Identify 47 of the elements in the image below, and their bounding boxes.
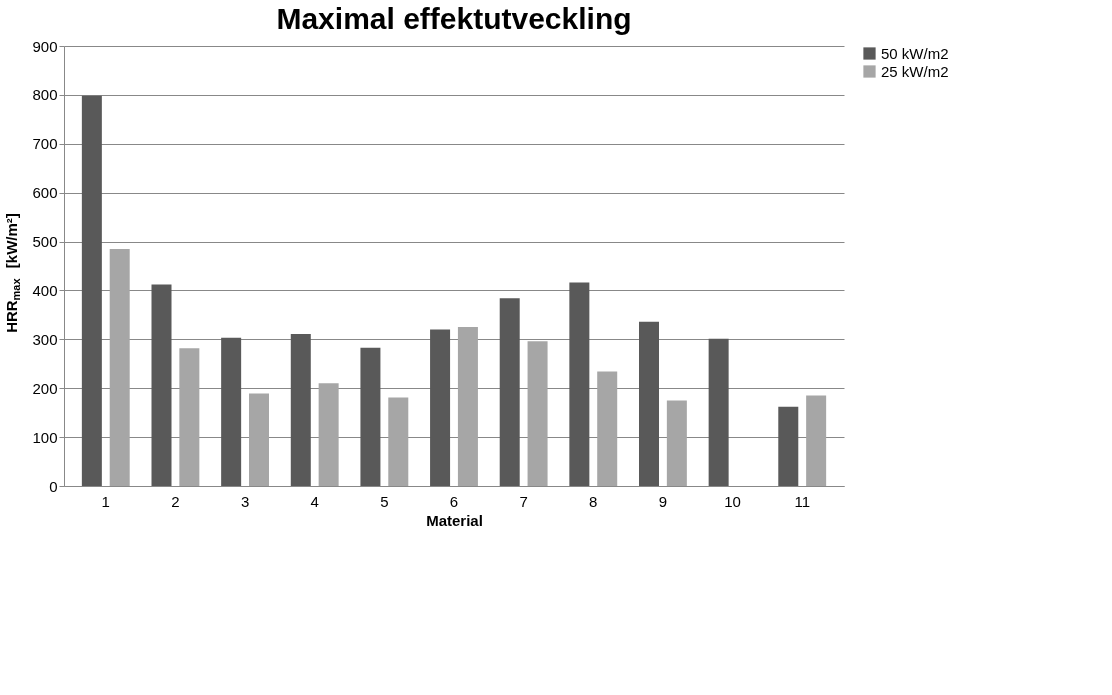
y-tick-label: 300: [32, 330, 58, 348]
legend-label: 50 kW/m2: [881, 44, 949, 62]
bar: [806, 395, 827, 486]
y-tick-label: 700: [32, 135, 58, 153]
bar: [569, 282, 590, 486]
bar: [249, 393, 269, 486]
x-tick-label: 6: [449, 492, 459, 510]
bar: [81, 95, 102, 486]
bar: [778, 406, 799, 486]
bar: [109, 248, 130, 486]
y-tick-label: 100: [32, 428, 58, 446]
x-tick-label: 11: [794, 492, 810, 510]
bar: [666, 400, 687, 486]
y-tick-label: 800: [32, 86, 58, 104]
bar: [179, 348, 200, 486]
x-tick-label: 1: [101, 492, 110, 510]
x-tick-label: 5: [380, 492, 389, 510]
chart-title: Maximal effektutveckling: [276, 2, 632, 35]
legend-label: 25 kW/m2: [881, 62, 949, 80]
y-tick-label: 400: [32, 281, 58, 299]
bar: [430, 329, 451, 486]
bar: [639, 321, 659, 486]
x-tick-label: 3: [240, 492, 250, 510]
x-tick-label: 9: [658, 492, 668, 510]
y-axis-title: HRRmax [kW/m²]: [3, 213, 22, 333]
bar: [499, 298, 520, 486]
x-tick-label: 2: [171, 492, 180, 510]
bar: [388, 397, 409, 486]
y-tick-label: 900: [32, 37, 58, 55]
bar: [360, 347, 381, 486]
bar: [457, 327, 478, 486]
x-tick-label: 7: [519, 492, 528, 510]
y-tick-label: 600: [32, 184, 58, 202]
x-axis-title: Material: [426, 511, 483, 529]
y-tick-label: 500: [32, 233, 58, 251]
bar: [151, 284, 172, 486]
y-tick-label: 0: [49, 477, 58, 495]
bar: [221, 337, 242, 486]
bar: [318, 383, 339, 486]
x-tick-label: 4: [310, 492, 319, 510]
bar: [708, 338, 729, 486]
bar: [597, 371, 618, 486]
x-tick-label: 8: [589, 492, 598, 510]
y-tick-label: 200: [32, 379, 58, 397]
x-tick-label: 10: [724, 492, 741, 510]
bar: [290, 333, 311, 486]
bar: [527, 341, 548, 486]
